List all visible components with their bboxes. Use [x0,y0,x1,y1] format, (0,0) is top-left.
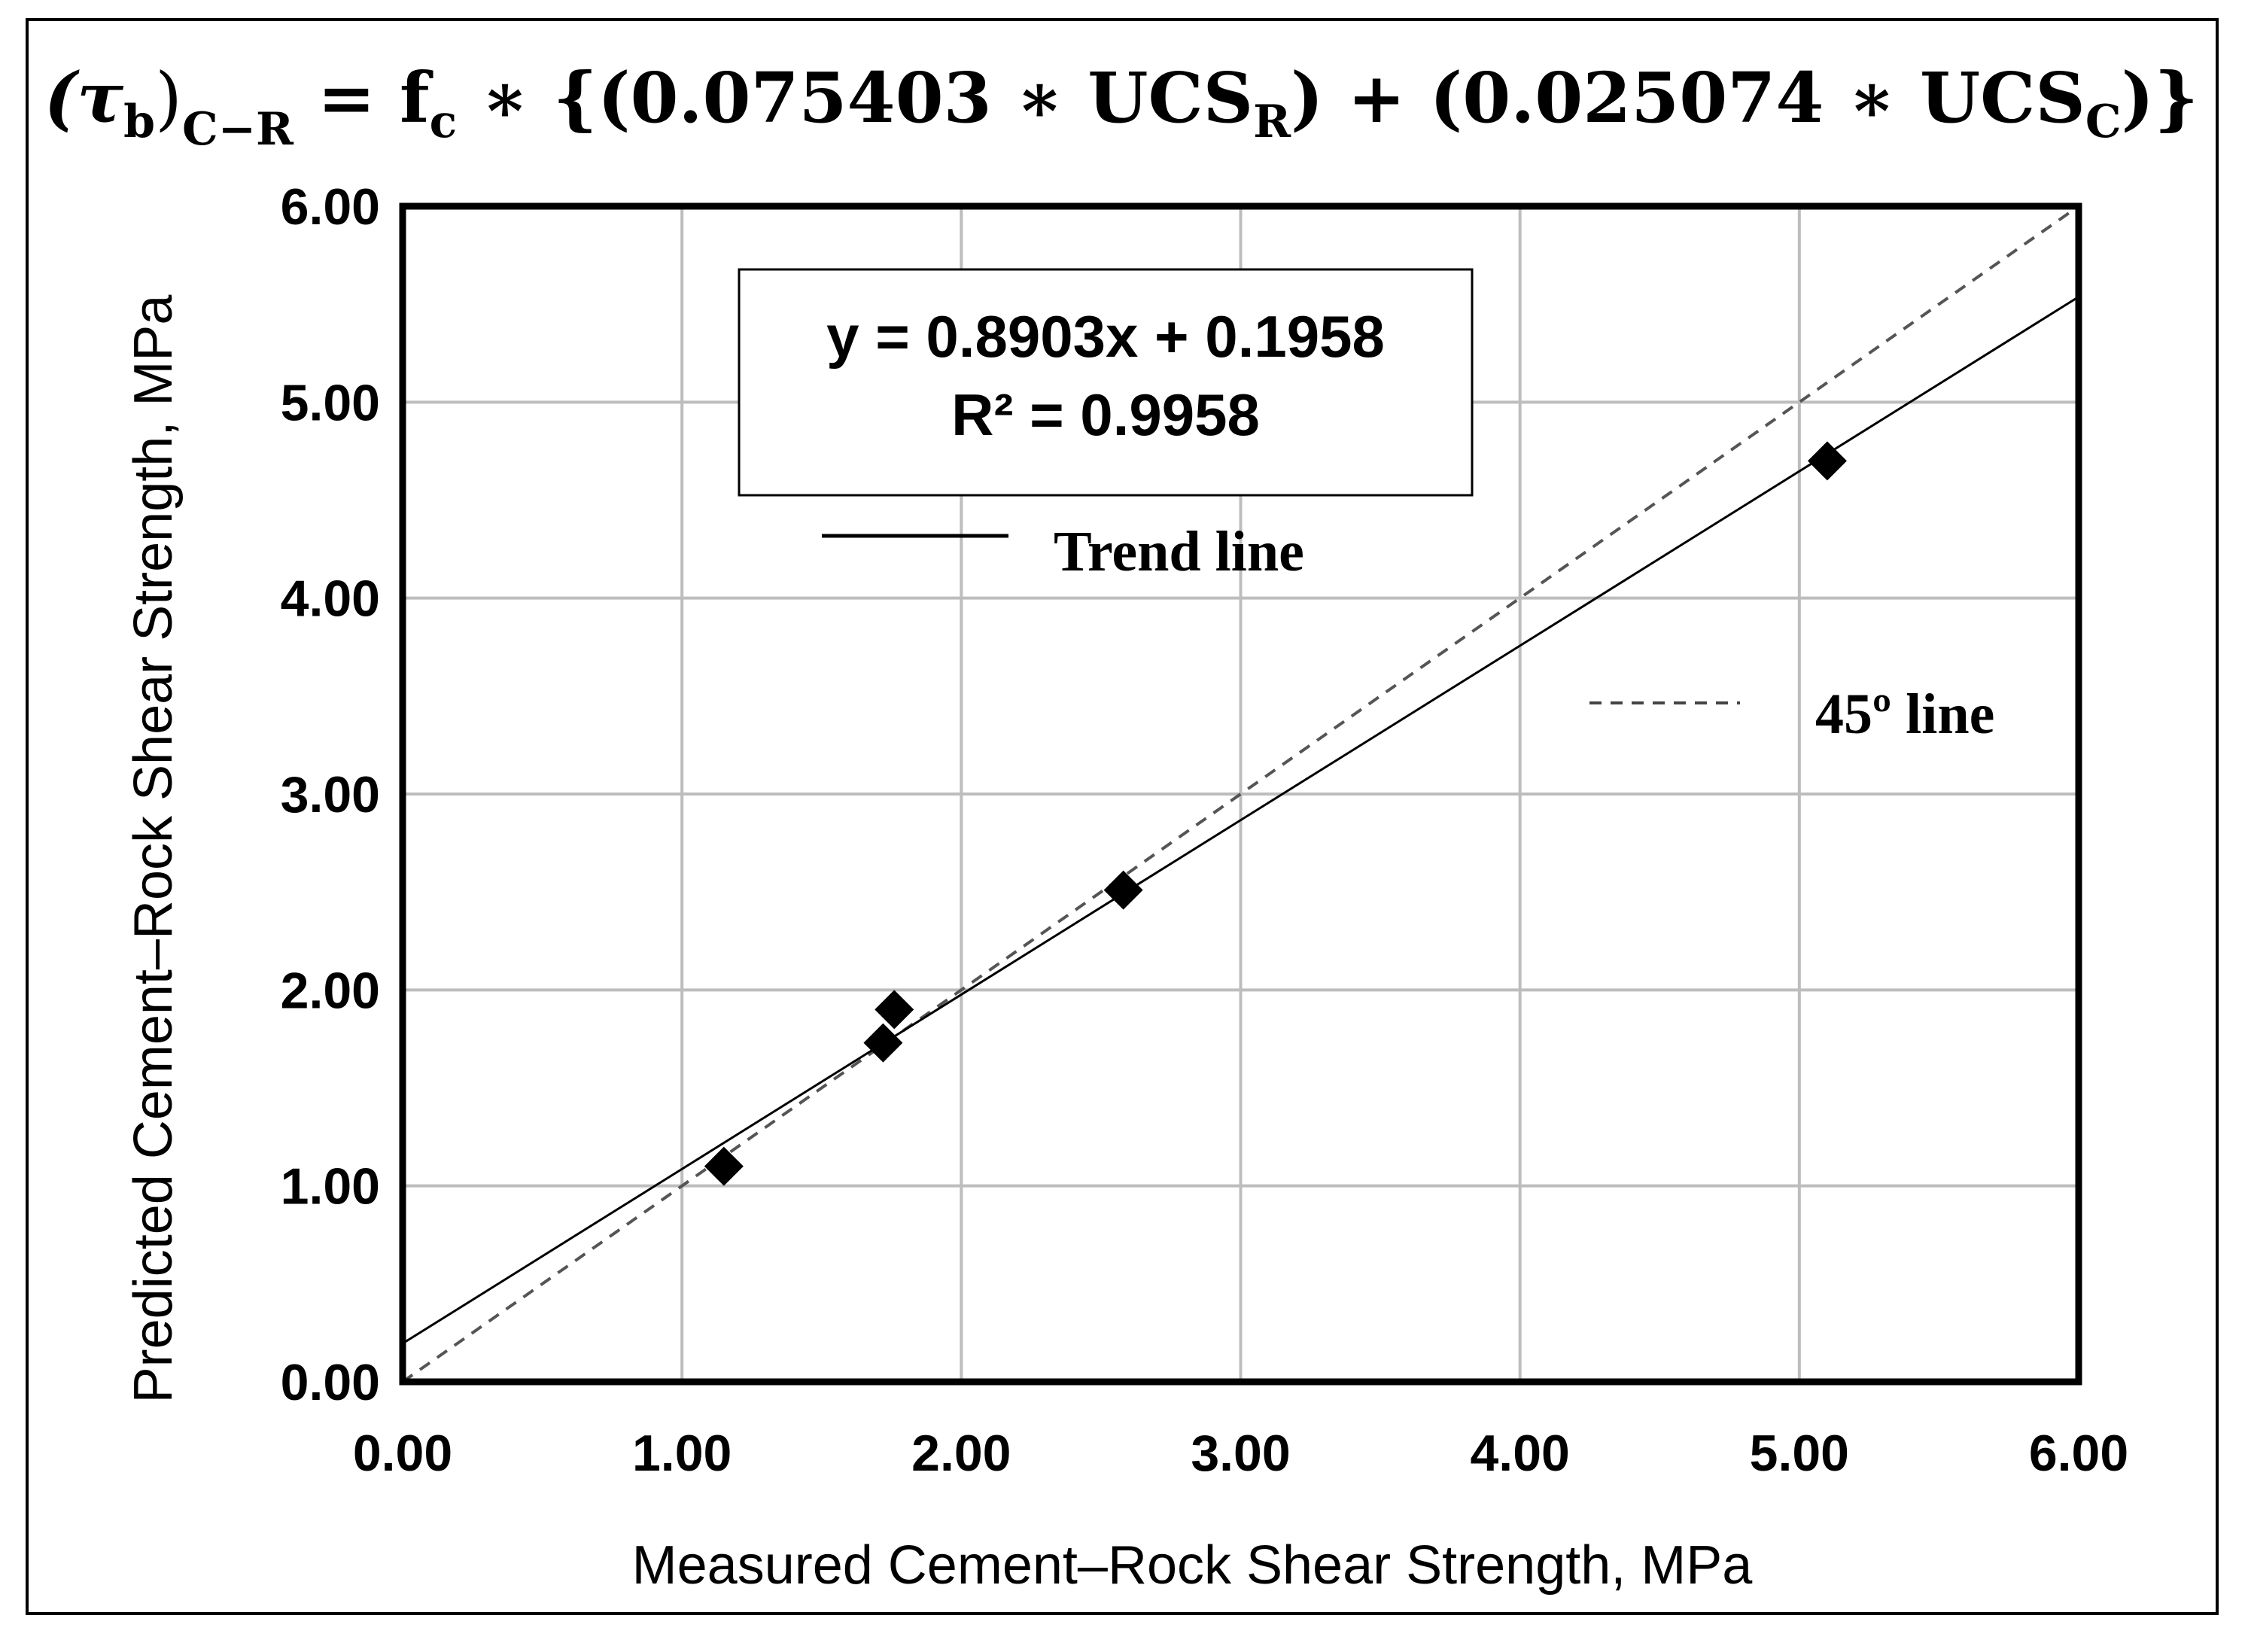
fit-lines [401,205,2080,1383]
y-tick-label: 5.00 [281,374,380,431]
trend-equation: y = 0.8903x + 0.1958 [826,303,1385,370]
title-tau-sub: b [123,96,155,148]
x-tick-label: 4.00 [1470,1425,1569,1482]
reference-45-line [401,205,2080,1383]
stats-box [738,268,1474,497]
x-tick-label: 0.00 [353,1425,452,1482]
y-tick-label: 6.00 [281,178,380,236]
y-tick-label: 2.00 [281,962,380,1019]
data-point-diamond [1103,870,1143,910]
data-point-diamond [1807,441,1847,481]
x-tick-label: 6.00 [2029,1425,2128,1482]
trend-line [402,296,2079,1345]
x-tick-labels: 0.00 1.00 2.00 3.00 4.00 5.00 6.00 [353,1425,2128,1482]
x-tick-label: 5.00 [1750,1425,1849,1482]
title-cr-sub: C−R [182,103,294,156]
x-tick-label: 1.00 [632,1425,732,1482]
y-axis-title: Predicted Cement–Rock Shear Strength, MP… [123,294,184,1404]
data-point-diamond [704,1146,744,1186]
y-tick-label: 4.00 [281,570,380,628]
legend-45-label: 45º line [1815,683,1994,746]
r-squared: R² = 0.9958 [951,382,1260,448]
title-eq-a: = f [294,57,433,138]
chart-title-equation: (τb)C−R = fc ∗ {(0.075403 ∗ UCSR) + (0.0… [44,57,2199,156]
y-tick-labels: 0.00 1.00 2.00 3.00 4.00 5.00 6.00 [281,178,380,1411]
title-eq-b: ∗ {(0.075403 ∗ UCS [457,57,1253,138]
data-point-diamond [875,990,914,1030]
data-points [704,441,1847,1186]
title-tau: (τ [44,57,124,138]
y-tick-label: 3.00 [281,766,380,823]
title-tau-close: ) [155,58,182,138]
x-tick-label: 3.00 [1191,1425,1290,1482]
title-eq-c: ) + (0.025074 ∗ UCS [1291,57,2085,138]
y-tick-label: 1.00 [281,1158,380,1215]
title-ucsr-sub: R [1253,96,1291,148]
data-point-diamond [863,1023,903,1063]
legend-trend-label: Trend line [1054,520,1304,583]
plot-border [399,202,2082,1386]
x-tick-label: 2.00 [911,1425,1011,1482]
title-fc-sub: c [430,96,458,148]
title-ucsc-sub: C [2085,96,2122,148]
y-tick-label: 0.00 [281,1354,380,1411]
x-axis-title: Measured Cement–Rock Shear Strength, MPa [632,1535,1754,1596]
title-eq-d: )} [2122,57,2199,138]
